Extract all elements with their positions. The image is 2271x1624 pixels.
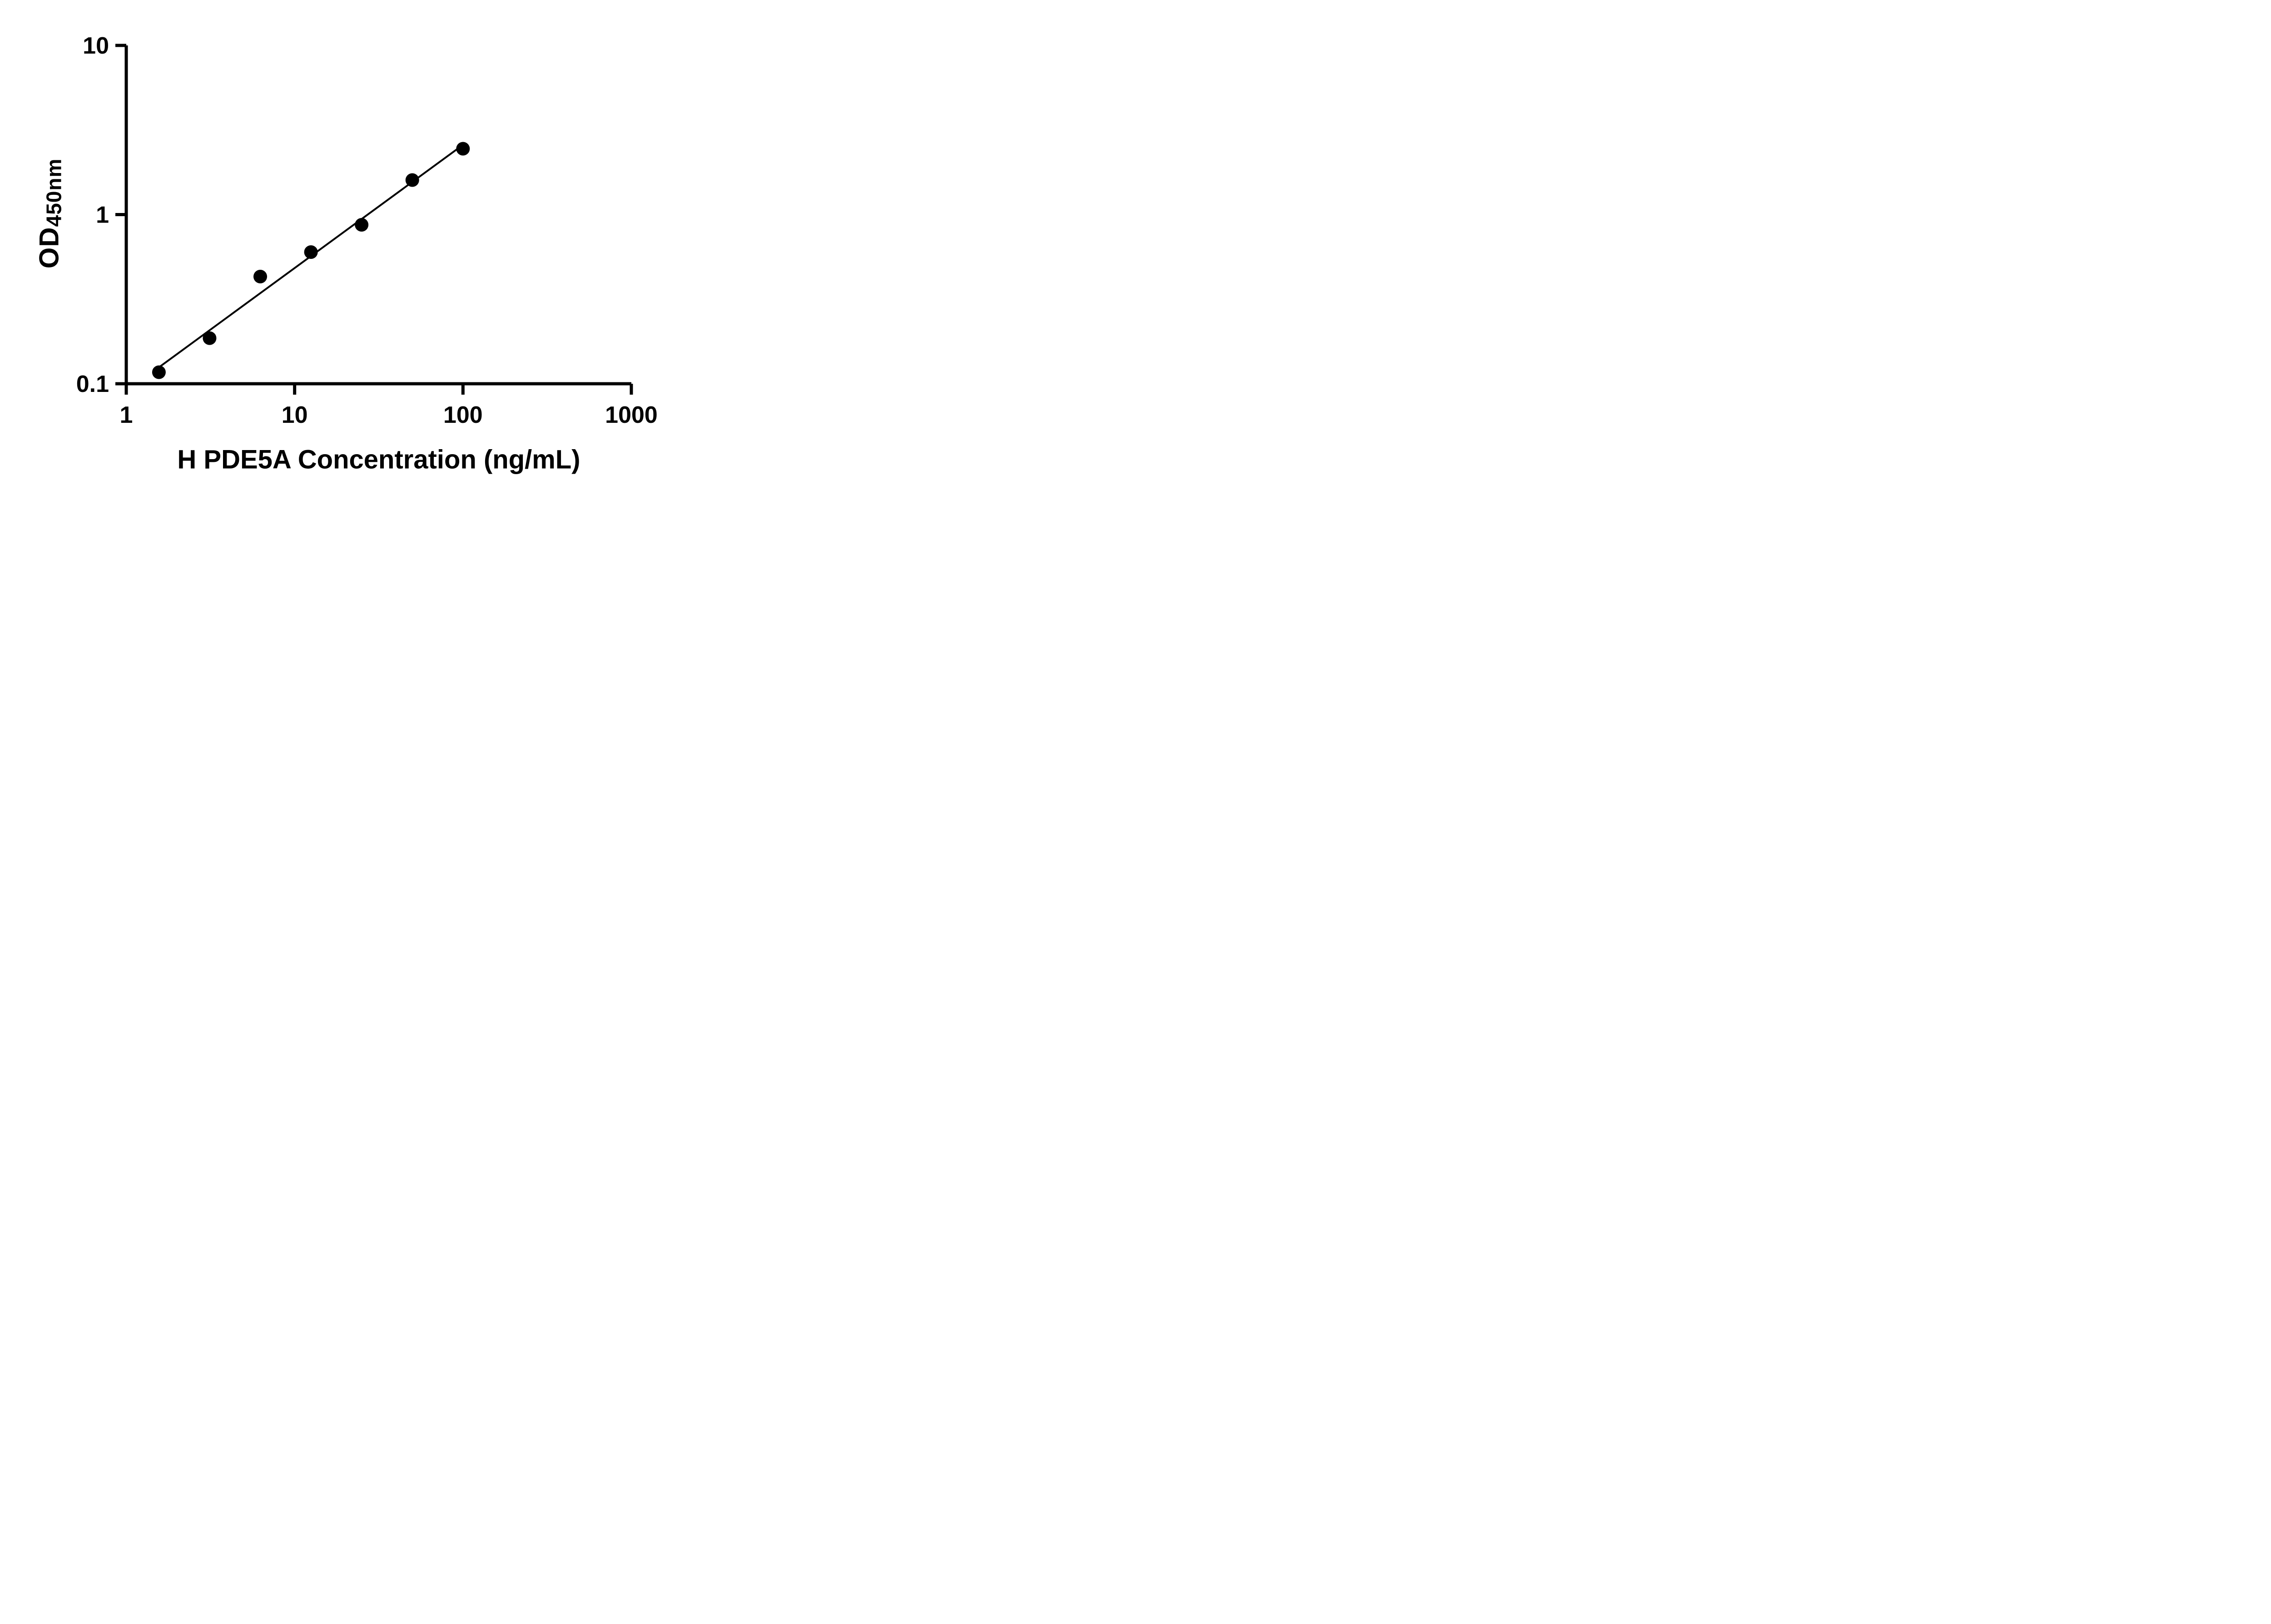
- x-tick-label: 1000: [605, 402, 658, 428]
- chart-page: 1 10 100 1000 0.1 1 10 OD450nm H PDE5A Concent…: [0, 0, 702, 495]
- data-point: [355, 218, 369, 232]
- data-point: [152, 365, 166, 379]
- x-tick-label: 10: [282, 402, 308, 428]
- x-axis-title: H PDE5A Concentration (ng/mL): [177, 445, 580, 475]
- data-point: [405, 173, 419, 187]
- y-tick-label: 0.1: [76, 371, 109, 397]
- chart-canvas: 1 10 100 1000 0.1 1 10: [76, 33, 658, 428]
- y-axis-title-sub: 450nm: [42, 158, 66, 227]
- x-tick-label: 100: [443, 402, 483, 428]
- data-point: [456, 142, 470, 156]
- data-point: [253, 270, 268, 284]
- x-tick-label: 1: [120, 402, 133, 428]
- data-point: [203, 331, 217, 345]
- y-axis-title: OD450nm: [34, 158, 66, 269]
- y-tick-label: 10: [83, 33, 109, 59]
- standard-curve-chart: 1 10 100 1000 0.1 1 10 OD450nm H PDE5A Concent…: [0, 0, 702, 495]
- y-axis-title-main: OD: [34, 227, 64, 269]
- y-tick-label: 1: [96, 202, 109, 228]
- data-point: [304, 245, 318, 259]
